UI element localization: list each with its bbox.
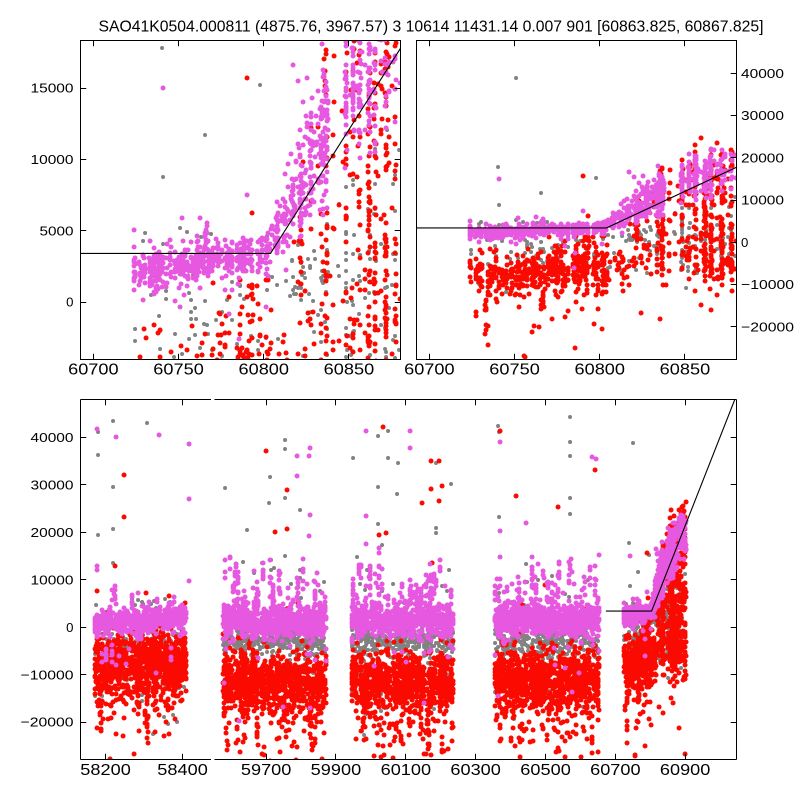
svg-text:60800: 60800 — [239, 362, 290, 379]
svg-text:−10000: −10000 — [741, 277, 794, 292]
svg-text:0: 0 — [66, 295, 73, 310]
svg-text:10000: 10000 — [741, 193, 784, 208]
svg-text:10000: 10000 — [31, 572, 74, 587]
svg-text:10000: 10000 — [31, 152, 74, 167]
svg-text:−20000: −20000 — [21, 715, 74, 730]
svg-text:58400: 58400 — [157, 762, 208, 779]
svg-text:20000: 20000 — [741, 150, 784, 165]
svg-text:60700: 60700 — [68, 362, 119, 379]
svg-text:−20000: −20000 — [741, 319, 794, 334]
svg-text:30000: 30000 — [741, 108, 784, 123]
svg-text:60850: 60850 — [324, 362, 375, 379]
svg-text:60850: 60850 — [660, 362, 711, 379]
svg-text:60500: 60500 — [520, 762, 571, 779]
svg-text:60750: 60750 — [489, 362, 540, 379]
svg-text:0: 0 — [66, 620, 73, 635]
svg-text:60800: 60800 — [575, 362, 626, 379]
svg-text:15000: 15000 — [31, 81, 74, 96]
svg-text:60700: 60700 — [590, 762, 641, 779]
svg-text:20000: 20000 — [31, 525, 74, 540]
svg-text:0: 0 — [741, 235, 748, 250]
svg-text:60900: 60900 — [660, 762, 711, 779]
svg-text:5000: 5000 — [40, 223, 74, 238]
svg-text:−10000: −10000 — [21, 667, 74, 682]
svg-text:60100: 60100 — [381, 762, 432, 779]
svg-text:60700: 60700 — [404, 362, 455, 379]
svg-text:60750: 60750 — [153, 362, 204, 379]
svg-text:30000: 30000 — [31, 478, 74, 493]
svg-text:40000: 40000 — [741, 66, 784, 81]
svg-text:59700: 59700 — [241, 762, 292, 779]
svg-text:40000: 40000 — [31, 430, 74, 445]
svg-text:SAO41K0504.000811 (4875.76, 39: SAO41K0504.000811 (4875.76, 3967.57) 3 1… — [99, 19, 764, 36]
svg-text:58200: 58200 — [80, 762, 131, 779]
svg-text:60300: 60300 — [450, 762, 501, 779]
svg-text:59900: 59900 — [311, 762, 362, 779]
